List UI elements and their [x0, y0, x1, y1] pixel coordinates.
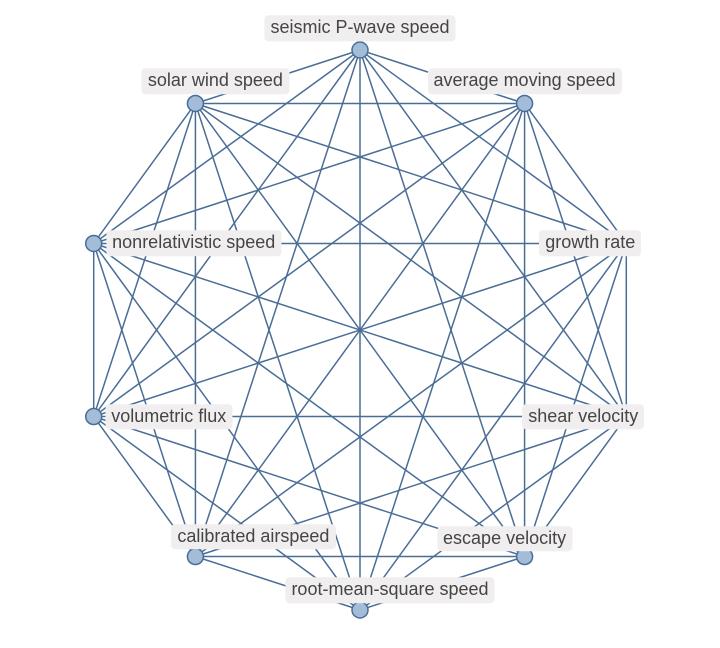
edge	[94, 243, 525, 556]
edge	[195, 103, 626, 243]
edge	[94, 243, 196, 556]
node-label: seismic P-wave speed	[264, 15, 455, 41]
node-label: escape velocity	[437, 526, 572, 552]
node-label: volumetric flux	[105, 404, 232, 430]
node-label: solar wind speed	[142, 69, 289, 95]
network-graph	[0, 0, 720, 648]
node-label: shear velocity	[522, 404, 644, 430]
graph-node	[86, 409, 102, 425]
graph-container: seismic P-wave speed average moving speed…	[0, 0, 720, 648]
edge	[94, 103, 196, 416]
graph-node	[86, 235, 102, 251]
edge	[94, 103, 196, 243]
node-label: root-mean-square speed	[285, 577, 494, 603]
edge	[195, 103, 626, 416]
graph-node	[517, 95, 533, 111]
edge	[94, 103, 525, 243]
graph-node	[352, 602, 368, 618]
node-label: growth rate	[539, 231, 641, 257]
graph-node	[187, 549, 203, 565]
node-label: nonrelativistic speed	[106, 231, 281, 257]
graph-node	[352, 42, 368, 58]
edge	[525, 103, 627, 243]
node-label: calibrated airspeed	[171, 524, 335, 550]
node-label: average moving speed	[428, 69, 622, 95]
graph-node	[187, 95, 203, 111]
